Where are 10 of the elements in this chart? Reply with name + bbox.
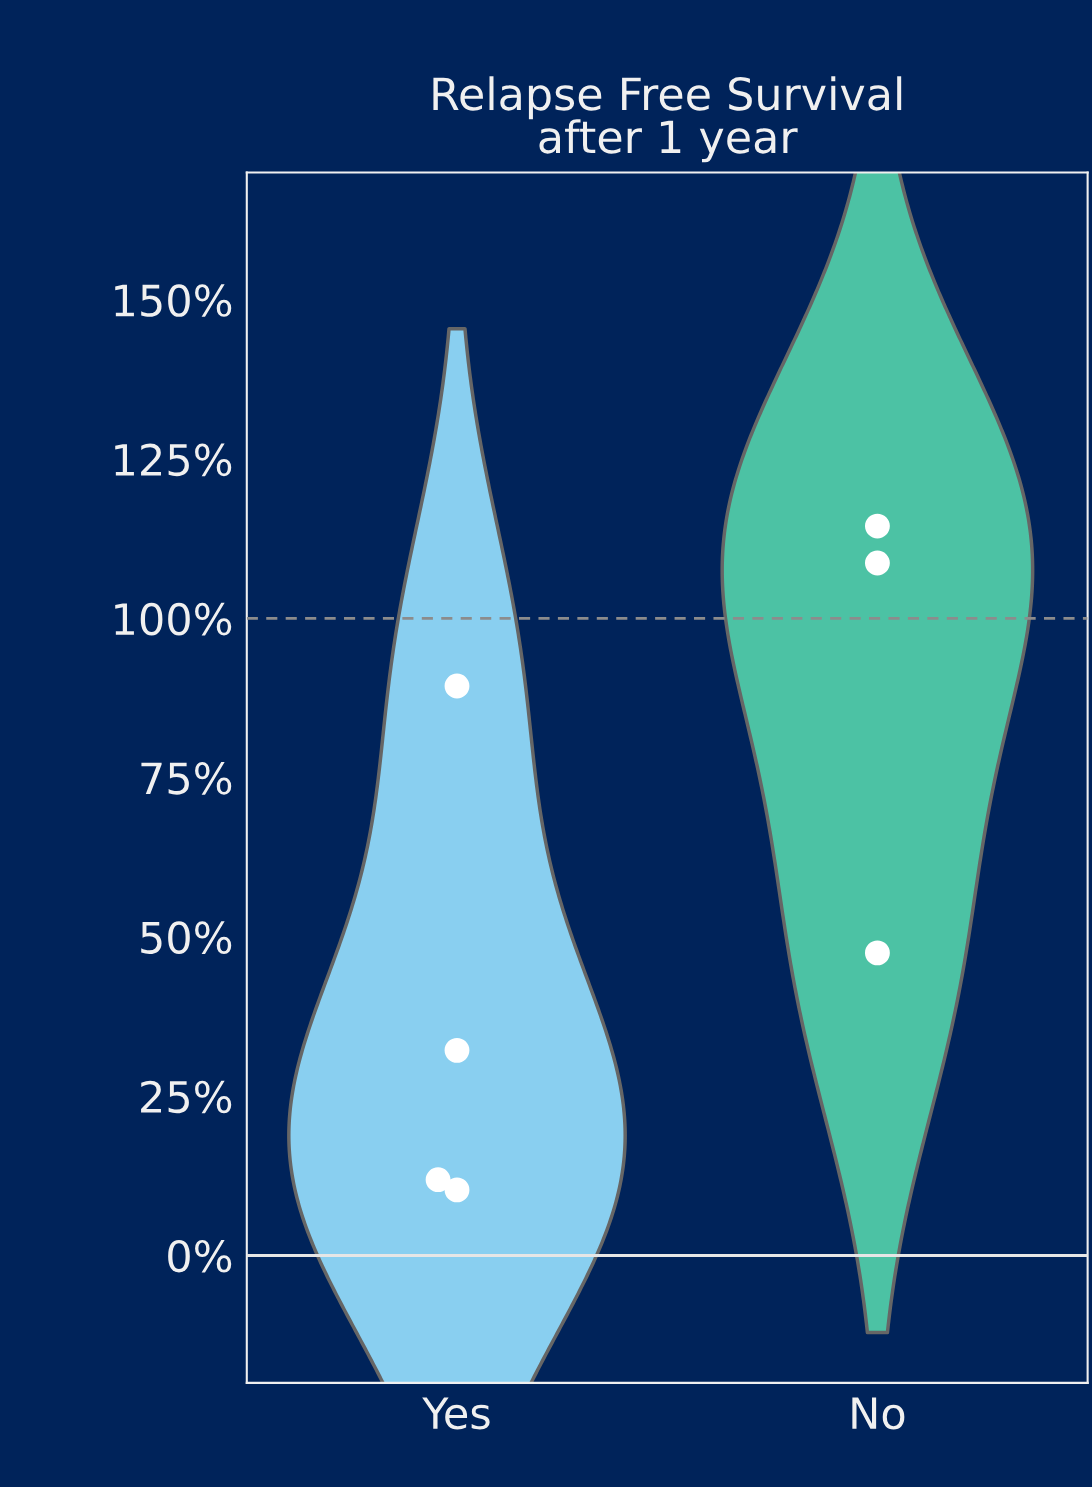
y-tick-label: 150% <box>115 284 232 317</box>
y-tick-label: 50% <box>141 921 232 954</box>
chart-title: Relapse Free Survival after 1 year <box>433 76 902 163</box>
y-tick-label: 25% <box>141 1080 232 1114</box>
x-tick-label: No <box>852 1397 905 1430</box>
y-tick-label: 75% <box>141 762 232 795</box>
y-tick-label: 125% <box>115 443 232 477</box>
y-tick-label: 0% <box>168 1239 232 1273</box>
y-tick-label: 100% <box>115 602 232 636</box>
x-tick-label: Yes <box>422 1397 490 1430</box>
